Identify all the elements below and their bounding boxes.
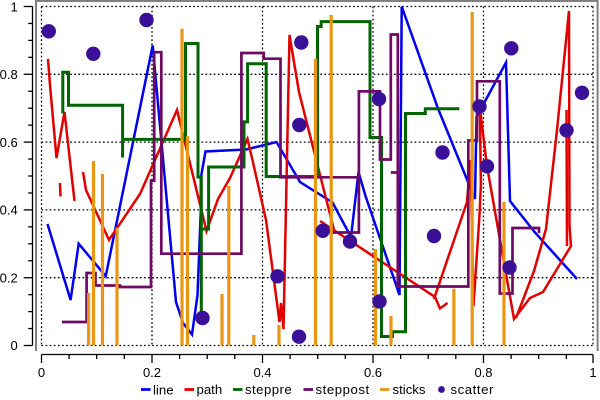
svg-text:0: 0 [10, 338, 17, 353]
svg-text:steppre: steppre [245, 382, 292, 397]
svg-text:0.6: 0.6 [364, 365, 382, 380]
svg-text:0.2: 0.2 [143, 365, 161, 380]
svg-text:0.8: 0.8 [0, 67, 18, 82]
svg-text:sticks: sticks [393, 382, 426, 397]
svg-text:1: 1 [589, 365, 596, 380]
svg-text:0.2: 0.2 [0, 270, 18, 285]
svg-text:1: 1 [10, 0, 17, 14]
svg-text:path: path [197, 382, 223, 397]
svg-text:0: 0 [38, 365, 45, 380]
svg-text:0.4: 0.4 [0, 203, 18, 218]
svg-text:0.6: 0.6 [0, 135, 18, 150]
svg-text:0.4: 0.4 [253, 365, 271, 380]
svg-text:scatter: scatter [451, 382, 494, 397]
svg-text:0.8: 0.8 [474, 365, 492, 380]
svg-text:steppost: steppost [316, 382, 370, 397]
svg-text:line: line [153, 383, 174, 398]
